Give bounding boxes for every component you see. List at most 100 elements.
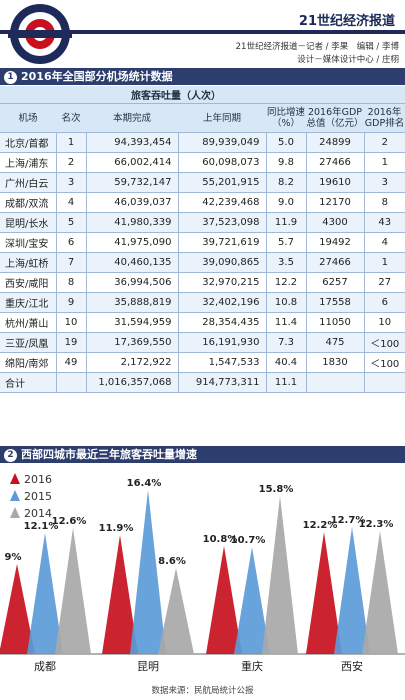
table-cell: 19610 xyxy=(306,172,365,193)
table-row: 绵阳/南郊 49 2,172,922 1,547,533 40.4 1830 ＜100 xyxy=(0,352,405,373)
table-cell: 广州/白云 xyxy=(0,172,57,193)
table-cell: 10.8 xyxy=(266,292,307,313)
table-cell: 40,460,135 xyxy=(86,252,179,273)
table-row: 上海/浦东 2 66,002,414 60,098,073 9.8 27466 1 xyxy=(0,152,405,173)
growth-chart: 2016 2015 2014 9% 12.1%12.6% 成都 11.9% 16.4% 8.6%… xyxy=(0,473,405,673)
table-cell xyxy=(306,372,365,393)
chart-bar xyxy=(27,533,63,654)
table-row: 西安/咸阳 8 36,994,506 32,970,215 12.2 6257 27 xyxy=(0,272,405,293)
table-cell: 17,369,550 xyxy=(86,332,179,353)
table-cell: 3 xyxy=(56,172,87,193)
section-1-title-bar: 1 2016年全国部分机场统计数据 xyxy=(0,68,405,85)
table-body: 北京/首都 1 94,393,454 89,939,049 5.0 24899 2 上海/浦东… xyxy=(0,132,405,393)
section-2-title-bar: 2 西部四城市最近三年旅客吞吐量增速 xyxy=(0,446,405,463)
table-cell: 37,523,098 xyxy=(178,212,267,233)
table-cell: 11050 xyxy=(306,312,365,333)
section-1-title: 2016年全国部分机场统计数据 xyxy=(21,70,173,83)
table-cell: 三亚/凤凰 xyxy=(0,332,57,353)
table-group-header-row: 旅客吞吐量（人次） xyxy=(0,86,405,104)
table-cell: 32,402,196 xyxy=(178,292,267,313)
table-row: 杭州/萧山 10 31,594,959 28,354,435 11.4 11050 10 xyxy=(0,312,405,333)
table-cell: 46,039,037 xyxy=(86,192,179,213)
chart-bar xyxy=(0,564,35,654)
legend-swatch-icon xyxy=(10,507,20,518)
table-cell: 1830 xyxy=(306,352,365,373)
legend-label: 2016 xyxy=(24,473,52,486)
chart-bar xyxy=(306,532,342,654)
table-cell: 8.2 xyxy=(266,172,307,193)
column-header: 上年同期 xyxy=(178,103,266,133)
table-cell: ＜100 xyxy=(364,352,405,373)
column-header: 2016年GDP总值（亿元） xyxy=(306,103,364,133)
table-row: 成都/双流 4 46,039,037 42,239,468 9.0 12170 8 xyxy=(0,192,405,213)
table-cell: 合计 xyxy=(0,372,57,393)
chart-bar xyxy=(102,535,138,654)
table-cell: 49 xyxy=(56,352,87,373)
data-label: 10.7% xyxy=(231,535,266,546)
table-cell: 6 xyxy=(56,232,87,253)
passenger-throughput-header: 旅客吞吐量（人次） xyxy=(86,86,266,104)
table-cell: 914,773,311 xyxy=(178,372,267,393)
table-cell: 2 xyxy=(364,132,405,153)
table-cell: 上海/浦东 xyxy=(0,152,57,173)
table-cell: 10 xyxy=(56,312,87,333)
table-cell: 35,888,819 xyxy=(86,292,179,313)
data-label: 12.3% xyxy=(359,519,394,530)
table-cell: 55,201,915 xyxy=(178,172,267,193)
chart-bar xyxy=(362,531,398,654)
table-cell: 11.1 xyxy=(266,372,307,393)
table-cell: 42,239,468 xyxy=(178,192,267,213)
table-cell: 28,354,435 xyxy=(178,312,267,333)
table-cell: 17558 xyxy=(306,292,365,313)
newspaper-logo-icon xyxy=(8,4,72,64)
legend-label: 2014 xyxy=(24,507,52,520)
table-cell: 94,393,454 xyxy=(86,132,179,153)
category-label: 昆明 xyxy=(137,660,159,673)
table-cell: 6257 xyxy=(306,272,365,293)
table-cell: 5.0 xyxy=(266,132,307,153)
data-label: 12.2% xyxy=(303,520,338,531)
section-2-number: 2 xyxy=(4,449,17,462)
section-1-number: 1 xyxy=(4,71,17,84)
table-cell: 深圳/宝安 xyxy=(0,232,57,253)
table-cell: 31,594,959 xyxy=(86,312,179,333)
table-cell: 1,016,357,068 xyxy=(86,372,179,393)
table-cell: 5.7 xyxy=(266,232,307,253)
table-cell: 昆明/长水 xyxy=(0,212,57,233)
table-cell: 杭州/萧山 xyxy=(0,312,57,333)
table-cell: 重庆/江北 xyxy=(0,292,57,313)
table-cell: 41,975,090 xyxy=(86,232,179,253)
table-cell: 60,098,073 xyxy=(178,152,267,173)
table-row: 三亚/凤凰 19 17,369,550 16,191,930 7.3 475 ＜100 xyxy=(0,332,405,353)
column-header: 同比增速（%） xyxy=(266,103,306,133)
chart-bar xyxy=(234,547,270,654)
data-label: 9% xyxy=(5,552,22,563)
category-label: 西安 xyxy=(341,659,363,673)
table-cell: 27 xyxy=(364,272,405,293)
column-header: 机场 xyxy=(0,103,56,133)
table-cell: 4 xyxy=(364,232,405,253)
data-label: 15.8% xyxy=(259,484,294,495)
data-label: 8.6% xyxy=(158,556,186,567)
data-label: 10.8% xyxy=(203,534,238,545)
brand-name: 21世纪经济报道 xyxy=(298,14,395,29)
masthead: 21世纪经济报道 21世纪经济报道－记者 / 李果 编辑 / 李博 设计－媒体设… xyxy=(0,0,405,68)
legend-label: 2015 xyxy=(24,490,52,503)
table-cell: 39,721,619 xyxy=(178,232,267,253)
table-cell: ＜100 xyxy=(364,332,405,353)
table-cell: 2,172,922 xyxy=(86,352,179,373)
table-cell: 8 xyxy=(364,192,405,213)
data-label: 16.4% xyxy=(127,478,162,489)
table-row: 重庆/江北 9 35,888,819 32,402,196 10.8 17558 6 xyxy=(0,292,405,313)
data-label: 11.9% xyxy=(99,523,134,534)
chart-bar xyxy=(206,546,242,654)
table-row: 深圳/宝安 6 41,975,090 39,721,619 5.7 19492 4 xyxy=(0,232,405,253)
data-source: 数据来源：民航局统计公报 xyxy=(151,686,254,696)
data-label: 12.6% xyxy=(52,516,87,527)
table-cell: 2 xyxy=(56,152,87,173)
table-total-row: 合计 1,016,357,068 914,773,311 11.1 xyxy=(0,372,405,393)
table-cell: 5 xyxy=(56,212,87,233)
chart-bar xyxy=(55,528,91,654)
table-row: 昆明/长水 5 41,980,339 37,523,098 11.9 4300 43 xyxy=(0,212,405,233)
table-cell: 6 xyxy=(364,292,405,313)
